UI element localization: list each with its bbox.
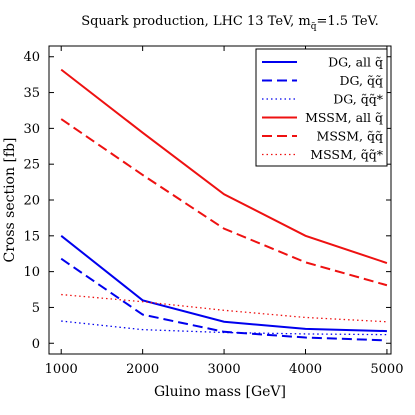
y-tick-label: 5 [32,301,40,316]
y-tick-label: 15 [23,229,40,244]
series-line-2 [60,257,387,342]
legend-label-5: MSSM, q̃q̃ [317,129,383,144]
legend-box [255,48,388,167]
y-tick-label: 25 [23,158,40,173]
series-line-5 [60,118,388,287]
x-tick-label: 4000 [289,362,322,377]
y-tick-label: 20 [23,194,40,209]
x-tick-label: 2000 [126,362,159,377]
legend-label-4: MSSM, all q̃ [305,110,383,125]
y-tick-label: 40 [23,50,40,65]
series-line-1 [60,235,387,333]
series-line-6 [61,293,387,323]
plot-area [60,68,388,342]
y-tick-label: 35 [23,86,40,101]
y-axis-label: Cross section [fb] [2,137,18,262]
chart-title: Squark production, LHC 13 TeV, mq̃=1.5 T… [81,14,379,32]
y-tick-label: 30 [23,122,40,137]
legend-label-6: MSSM, q̃q̃* [310,147,383,162]
legend: DG, all q̃ DG, q̃q̃ DG, q̃q̃* MSSM, all q̃ M… [255,48,388,167]
legend-label-1: DG, all q̃ [328,55,383,70]
y-tick-label: 10 [23,265,40,280]
series-line-4 [60,68,388,264]
y-axis: 0 5 10 15 20 25 30 35 40 [23,50,391,352]
x-tick-label: 1000 [45,362,78,377]
y-tick-label: 0 [32,337,40,352]
x-tick-label: 5000 [370,362,403,377]
x-tick-label: 3000 [208,362,241,377]
legend-label-2: DG, q̃q̃ [339,73,383,88]
series-line-3 [61,320,387,336]
x-axis: 1000 2000 3000 4000 5000 [45,46,403,377]
legend-label-3: DG, q̃q̃* [333,92,384,107]
x-axis-label: Gluino mass [GeV] [154,384,286,400]
